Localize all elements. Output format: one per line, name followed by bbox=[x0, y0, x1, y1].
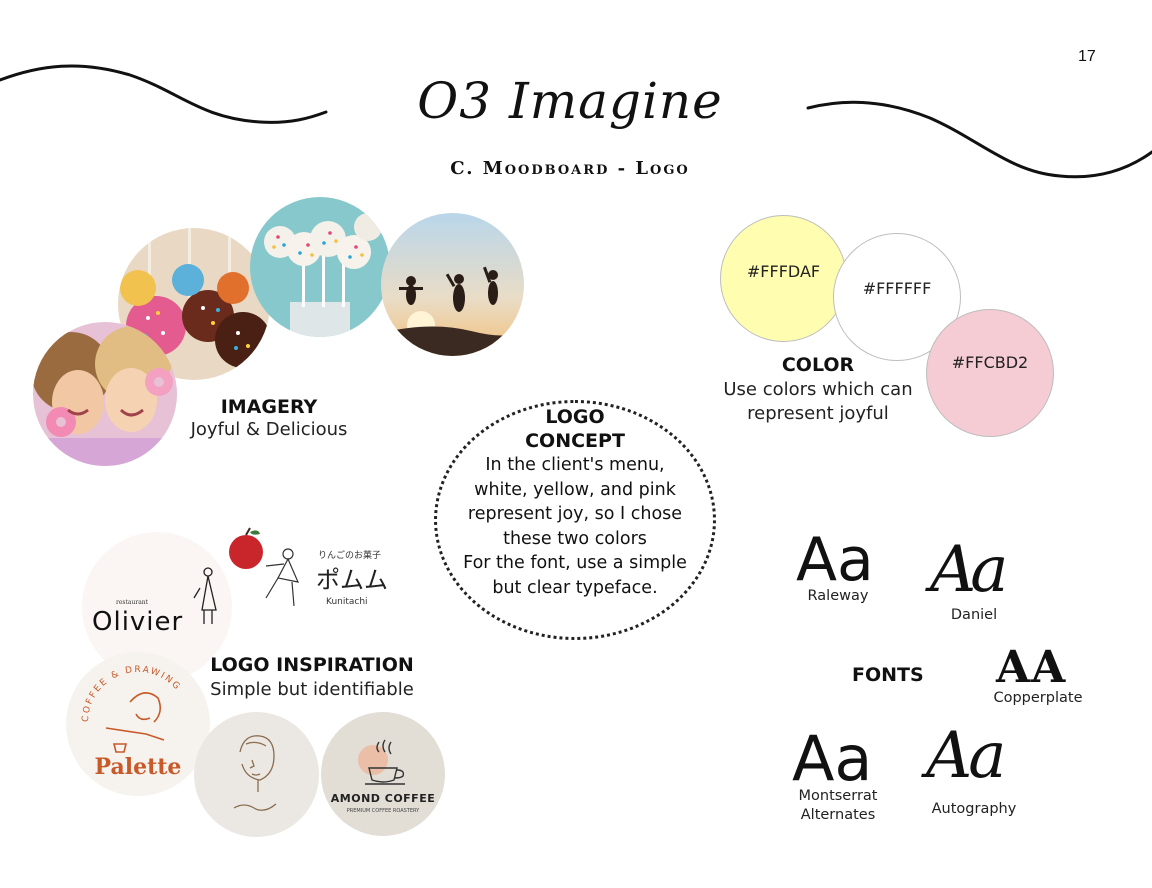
amond-coffee-logo-text: AMOND COFFEE bbox=[331, 792, 435, 805]
palette-logo-text: Palette bbox=[95, 754, 182, 780]
logo-concept-heading-line1: LOGO bbox=[545, 406, 605, 428]
amond-coffee-logo: AMOND COFFEE PREMIUM COFFEE ROASTERY bbox=[321, 712, 445, 836]
palette-logo-top: COFFEE & DRAWING bbox=[81, 665, 181, 722]
logo-concept-line: represent joy, so I chose bbox=[467, 504, 683, 524]
daniel-sample: Aa bbox=[930, 533, 1008, 607]
palette-logo: COFFEE & DRAWING Palette bbox=[66, 652, 210, 796]
logo-concept-line: but clear typeface. bbox=[492, 577, 658, 598]
logo-concept-line: these two colors bbox=[503, 528, 647, 549]
logo-inspiration-heading: LOGO INSPIRATION bbox=[210, 654, 414, 676]
color-heading: COLOR bbox=[781, 354, 855, 376]
page-title: O3 Imagine bbox=[417, 72, 723, 130]
page-subtitle: C. Moodboard - Logo bbox=[450, 158, 690, 179]
color-swatch-pink: #FFCBD2 bbox=[926, 309, 1054, 437]
pomumu-logo-jp: りんごのお菓子 bbox=[318, 549, 381, 561]
page-number: 17 bbox=[1078, 48, 1096, 65]
imagery-caption: Joyful & Delicious bbox=[190, 419, 348, 440]
color-caption-line2: represent joyful bbox=[747, 403, 889, 424]
svg-text:COFFEE & DRAWING: COFFEE & DRAWING bbox=[81, 665, 183, 722]
color-swatch-white-label: #FFFFFF bbox=[862, 278, 932, 298]
imagery-heading: IMAGERY bbox=[220, 396, 318, 418]
logo-concept-line: For the font, use a simple bbox=[463, 553, 687, 573]
logo-concept-line: white, yellow, and pink bbox=[474, 479, 676, 500]
logo-concept-heading-line2: CONCEPT bbox=[525, 430, 625, 452]
daniel-label: Daniel bbox=[950, 607, 998, 623]
olivier-logo-small: restaurant bbox=[116, 599, 149, 606]
logo-concept-text: LOGO CONCEPT In the client's menu, white… bbox=[446, 405, 704, 600]
autography-sample: Aa bbox=[926, 719, 1006, 793]
montserrat-alternates-sample: Aa bbox=[792, 722, 873, 795]
autography-label: Autography bbox=[931, 801, 1017, 817]
color-swatch-yellow-label: #FFFDAF bbox=[746, 262, 821, 281]
montserrat-alternates-label-line1: Montserrat bbox=[798, 788, 878, 804]
amond-coffee-logo-sub: PREMIUM COFFEE ROASTERY bbox=[347, 808, 420, 814]
people-jumping-sunset-photo bbox=[381, 213, 524, 356]
fonts-heading: FONTS bbox=[852, 664, 924, 686]
logo-concept-line: In the client's menu, bbox=[485, 455, 665, 475]
copperplate-label: Copperplate bbox=[993, 690, 1083, 706]
cake-pops-sprinkles-photo bbox=[118, 228, 270, 380]
copperplate-sample: AA bbox=[996, 642, 1067, 693]
white-cake-pops-photo bbox=[250, 197, 390, 337]
pomumu-logo-name: ポムム bbox=[316, 566, 388, 594]
montserrat-alternates-label: Montserrat Alternates bbox=[786, 787, 890, 825]
montserrat-alternates-label-line2: Alternates bbox=[800, 807, 876, 823]
decorative-wave-lines bbox=[0, 64, 1152, 179]
raleway-sample: Aa bbox=[796, 525, 874, 595]
pomumu-logo: りんごのお菓子 ポムム Kunitachi bbox=[222, 526, 392, 616]
olivier-logo-text: Olivier bbox=[92, 607, 183, 637]
raleway-label: Raleway bbox=[807, 588, 869, 604]
color-swatch-pink-label: #FFCBD2 bbox=[951, 352, 1029, 372]
color-swatch-yellow: #FFFDAF bbox=[720, 215, 847, 342]
color-caption-line1: Use colors which can bbox=[723, 379, 913, 400]
logo-concept-dotted-circle bbox=[434, 400, 716, 640]
line-portrait-logo bbox=[194, 712, 319, 837]
pomumu-logo-sub: Kunitachi bbox=[326, 597, 368, 607]
girls-with-donuts-photo bbox=[33, 322, 177, 466]
logo-inspiration-caption: Simple but identifiable bbox=[210, 679, 414, 700]
color-caption: Use colors which can represent joyful bbox=[708, 378, 928, 426]
